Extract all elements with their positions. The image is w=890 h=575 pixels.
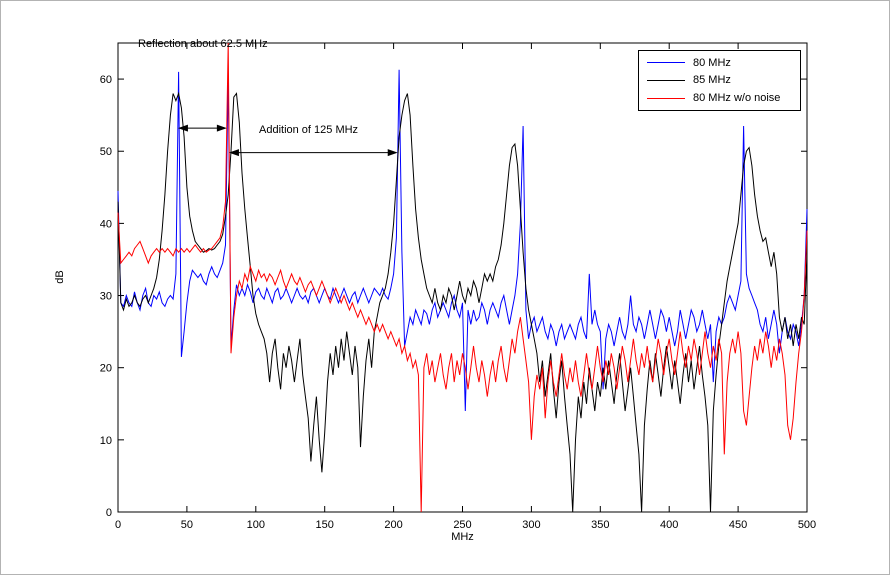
x-tick-label: 450 [729, 519, 747, 531]
annotation-addition-text: Addition of 125 MHz [259, 124, 359, 136]
x-tick-label: 0 [115, 519, 121, 531]
y-tick-label: 30 [100, 291, 112, 303]
x-tick-label: 250 [453, 519, 471, 531]
annotation-arrow-0 [177, 124, 227, 132]
y-tick-label: 10 [100, 435, 112, 447]
y-tick-label: 50 [100, 146, 112, 158]
legend-label: 80 MHz w/o noise [693, 92, 781, 105]
legend-entry-1: 85 MHz [639, 72, 800, 89]
x-tick-label: 200 [384, 519, 402, 531]
legend-entry-2: 80 MHz w/o noise [639, 90, 800, 107]
y-tick-label: 60 [100, 74, 112, 86]
legend-line-sample [647, 62, 685, 64]
x-tick-label: 100 [247, 519, 265, 531]
y-tick-label: 20 [100, 363, 112, 375]
series-line-0 [117, 69, 808, 412]
x-tick-label: 150 [316, 519, 334, 531]
y-tick-label: 40 [100, 218, 112, 230]
x-tick-label: 400 [660, 519, 678, 531]
series-line-2 [117, 42, 808, 513]
x-tick-label: 350 [591, 519, 609, 531]
x-tick-label: 50 [181, 519, 193, 531]
legend-label: 85 MHz [693, 74, 731, 87]
legend-line-sample [647, 79, 685, 81]
legend-line-sample [647, 97, 685, 99]
x-tick-label: 300 [522, 519, 540, 531]
annotation-arrow-1 [228, 149, 398, 157]
y-tick-label: 0 [106, 507, 112, 519]
axes-box [117, 42, 808, 513]
legend-label: 80 MHz [693, 56, 731, 69]
legend: 80 MHz 85 MHz 80 MHz w/o noise [638, 50, 801, 111]
annotation-reflection-text: Reflection about 62.5 MHz [138, 38, 268, 50]
series-line-1 [117, 91, 808, 513]
legend-entry-0: 80 MHz [639, 54, 800, 71]
x-axis-label: MHz [451, 531, 474, 543]
y-axis-label: dB [54, 270, 66, 284]
x-tick-label: 500 [798, 519, 816, 531]
